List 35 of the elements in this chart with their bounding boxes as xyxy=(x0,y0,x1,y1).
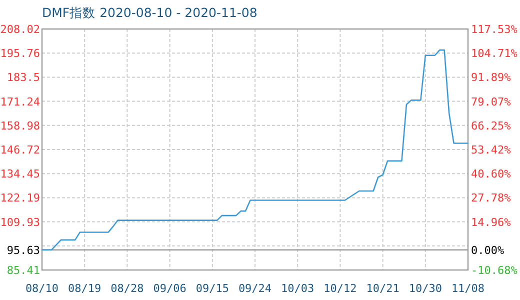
x-tick-label: 10/21 xyxy=(366,282,400,295)
x-tick-label: 10/12 xyxy=(324,282,357,295)
y2-tick-label: 14.96% xyxy=(471,216,512,229)
y-tick-label: 95.63 xyxy=(6,244,40,257)
y-tick-label: 208.02 xyxy=(0,23,40,36)
y2-tick-label: 91.89% xyxy=(471,71,512,84)
y-tick-label: 134.45 xyxy=(0,168,40,181)
x-tick-label: 09/06 xyxy=(153,282,186,295)
x-tick-label: 08/19 xyxy=(68,282,102,295)
y2-tick-label: 117.53% xyxy=(471,23,518,36)
y2-tick-label: 27.78% xyxy=(471,192,512,205)
x-tick-label: 09/15 xyxy=(196,282,229,295)
y-tick-label: 171.24 xyxy=(0,95,40,108)
x-tick-label: 10/30 xyxy=(408,282,442,295)
y2-tick-label: 79.07% xyxy=(471,95,512,108)
y-tick-label: 183.5 xyxy=(6,71,40,84)
x-tick-label: 08/28 xyxy=(110,282,144,295)
y-tick-label: 158.98 xyxy=(0,119,40,132)
y2-tick-label: -10.68% xyxy=(471,264,518,277)
line-series xyxy=(41,49,469,251)
x-tick-label: 09/24 xyxy=(238,282,272,295)
x-tick-label: 08/10 xyxy=(25,282,59,295)
x-tick-label: 10/03 xyxy=(281,282,314,295)
y2-tick-label: 40.60% xyxy=(471,168,512,181)
y2-tick-label: 53.42% xyxy=(471,144,512,157)
y-tick-label: 146.72 xyxy=(0,143,40,156)
y-tick-label: 85.41 xyxy=(6,264,40,277)
y-tick-label: 122.19 xyxy=(0,192,40,205)
y2-tick-label: 0.00% xyxy=(471,244,504,257)
x-tick-label: 11/08 xyxy=(451,282,485,295)
y-tick-label: 195.76 xyxy=(0,47,40,60)
chart-title: DMF指数 2020-08-10 - 2020-11-08 xyxy=(42,5,258,20)
y-tick-label: 109.93 xyxy=(0,216,40,229)
y2-tick-label: 66.25% xyxy=(471,119,512,132)
y2-tick-label: 104.71% xyxy=(471,47,518,60)
